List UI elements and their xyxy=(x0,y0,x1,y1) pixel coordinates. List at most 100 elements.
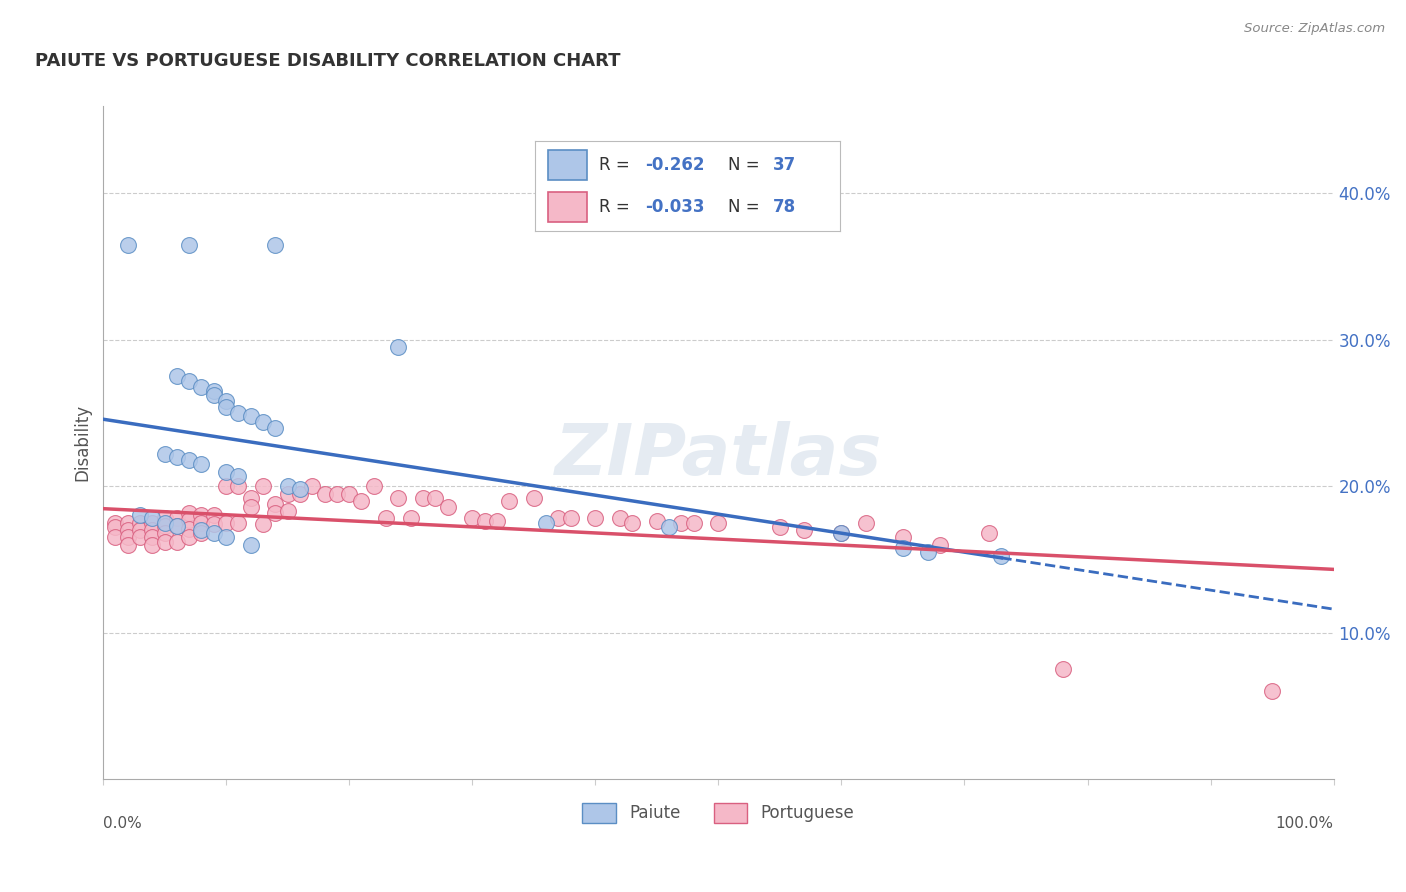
Point xyxy=(928,538,950,552)
Point xyxy=(793,523,815,537)
Point xyxy=(682,516,704,530)
Point xyxy=(252,479,274,493)
Point xyxy=(277,479,299,493)
Y-axis label: Disability: Disability xyxy=(73,404,91,481)
Point xyxy=(461,511,484,525)
Point xyxy=(387,340,409,354)
Point xyxy=(202,388,225,402)
Point xyxy=(228,516,250,530)
Point xyxy=(141,516,163,530)
Bar xyxy=(547,193,588,222)
Point xyxy=(1261,684,1284,698)
Point xyxy=(117,538,139,552)
Point xyxy=(399,511,422,525)
Point xyxy=(436,500,458,514)
Point xyxy=(523,491,546,505)
Point xyxy=(215,394,238,409)
Point xyxy=(190,523,212,537)
Point xyxy=(474,514,496,528)
Point xyxy=(534,516,557,530)
Point xyxy=(671,516,693,530)
Point xyxy=(117,523,139,537)
Point xyxy=(239,409,262,423)
Point xyxy=(314,486,336,500)
Legend: Paiute, Portuguese: Paiute, Portuguese xyxy=(574,794,862,831)
Point xyxy=(658,520,681,534)
Point xyxy=(166,518,188,533)
Point xyxy=(1052,662,1074,676)
Point xyxy=(129,530,152,544)
Point xyxy=(228,406,250,420)
Point xyxy=(129,516,152,530)
Point xyxy=(117,516,139,530)
Point xyxy=(891,541,914,555)
Point xyxy=(990,549,1012,564)
Point xyxy=(609,511,631,525)
Text: R =: R = xyxy=(599,197,636,216)
Point xyxy=(830,526,852,541)
Point xyxy=(228,469,250,483)
Point xyxy=(141,523,163,537)
Point xyxy=(179,522,201,536)
Point xyxy=(141,538,163,552)
Point xyxy=(498,493,520,508)
Point xyxy=(547,511,569,525)
Text: -0.262: -0.262 xyxy=(645,156,704,175)
Point xyxy=(301,479,323,493)
Point xyxy=(645,514,668,528)
Point xyxy=(202,526,225,541)
Point xyxy=(264,237,287,252)
Point xyxy=(179,374,201,388)
Point xyxy=(228,479,250,493)
Point xyxy=(129,508,152,523)
Point xyxy=(707,516,730,530)
Point xyxy=(141,530,163,544)
Point xyxy=(891,530,914,544)
Point xyxy=(104,520,127,534)
Point xyxy=(215,479,238,493)
Point xyxy=(153,447,176,461)
Point xyxy=(264,420,287,434)
Point xyxy=(117,237,139,252)
Point xyxy=(202,384,225,398)
Point xyxy=(288,482,311,496)
Point xyxy=(117,530,139,544)
Point xyxy=(166,534,188,549)
Point xyxy=(337,486,360,500)
Point xyxy=(425,491,447,505)
Point xyxy=(977,526,1000,541)
Point xyxy=(153,511,176,525)
Point xyxy=(215,516,238,530)
Point xyxy=(179,453,201,467)
Point xyxy=(190,379,212,393)
Point xyxy=(412,491,434,505)
Point xyxy=(202,517,225,532)
Point xyxy=(917,545,939,559)
Point xyxy=(855,516,877,530)
Point xyxy=(239,500,262,514)
Point xyxy=(277,504,299,518)
Point xyxy=(288,486,311,500)
Point xyxy=(239,491,262,505)
Point xyxy=(830,526,852,541)
Point xyxy=(141,511,163,525)
Point xyxy=(264,506,287,520)
Point xyxy=(621,516,644,530)
Point xyxy=(252,415,274,429)
Point xyxy=(202,508,225,523)
Text: N =: N = xyxy=(727,197,765,216)
Point xyxy=(277,486,299,500)
Point xyxy=(166,511,188,525)
Point xyxy=(583,511,606,525)
Point xyxy=(215,465,238,479)
Point xyxy=(252,517,274,532)
Point xyxy=(375,511,398,525)
Point xyxy=(239,538,262,552)
Point xyxy=(104,516,127,530)
Point xyxy=(153,516,176,530)
Point xyxy=(166,369,188,384)
Point xyxy=(769,520,792,534)
Text: ZIPatlas: ZIPatlas xyxy=(554,421,882,491)
Point xyxy=(190,516,212,530)
Text: 0.0%: 0.0% xyxy=(103,816,142,831)
